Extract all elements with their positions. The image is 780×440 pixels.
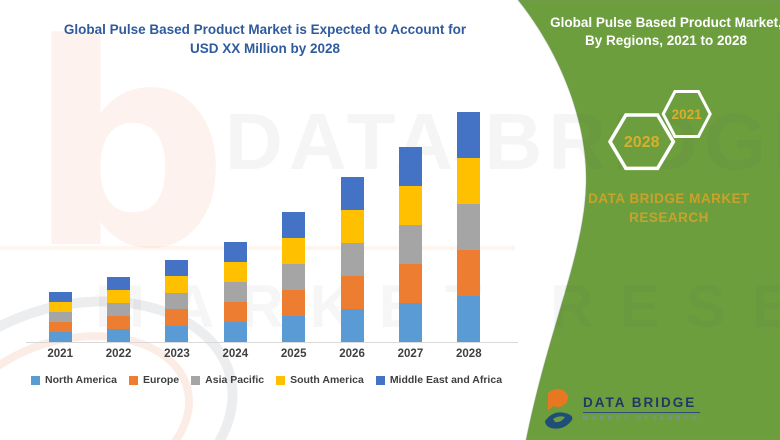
legend-swatch-icon	[276, 375, 286, 385]
panel-brand-caption: DATA BRIDGE MARKET RESEARCH	[588, 191, 750, 225]
bar-stack	[457, 112, 481, 342]
hexagon-2028-year: 2028	[624, 134, 660, 151]
chart-title-line2: USD XX Million by 2028	[189, 41, 341, 56]
chart-title-line1: Global Pulse Based Product Market is Exp…	[63, 22, 467, 37]
legend-swatch-icon	[128, 375, 138, 385]
legend-swatch-icon	[191, 375, 201, 385]
legend-label: Asia Pacific	[205, 374, 265, 386]
bar-segment-south-america	[398, 186, 422, 225]
bar-stack	[223, 242, 247, 342]
bar-segment-asia-pacific	[340, 243, 364, 276]
bar-segment-north-america	[48, 332, 72, 342]
logo-brand-name: DATA BRIDGE	[583, 395, 701, 413]
bar-segment-asia-pacific	[107, 303, 131, 316]
x-axis-label: 2027	[397, 348, 424, 360]
bar-segment-middle-east-and-africa	[165, 259, 189, 276]
bar-segment-north-america	[457, 296, 481, 342]
bar-segment-south-america	[48, 302, 72, 312]
bar-segment-middle-east-and-africa	[48, 292, 72, 302]
bar-stack	[107, 277, 131, 342]
bar-segment-south-america	[282, 238, 306, 264]
bar-segment-asia-pacific	[165, 292, 189, 309]
bar-stack	[282, 212, 306, 342]
legend-item-south-america: South America	[276, 374, 364, 386]
bar-segment-south-america	[223, 262, 247, 282]
bar-column-2027: 2027	[381, 102, 439, 360]
bar-segment-middle-east-and-africa	[223, 242, 247, 262]
bar-column-2024: 2024	[206, 102, 264, 360]
bar-column-2022: 2022	[89, 102, 147, 360]
legend-label: South America	[290, 374, 364, 386]
legend-item-north-america: North America	[31, 374, 117, 386]
logo-tagline: MARKET RESEARCH	[583, 415, 701, 422]
bar-segment-europe	[398, 264, 422, 303]
legend-swatch-icon	[31, 375, 40, 385]
bar-segment-north-america	[282, 316, 306, 342]
bar-stack	[340, 177, 364, 342]
bar-segment-europe	[165, 309, 189, 326]
hexagon-2021-icon	[661, 90, 712, 138]
legend-item-europe: Europe	[128, 374, 180, 386]
hexagon-2021-year: 2021	[672, 107, 703, 122]
bar-segment-south-america	[457, 158, 481, 204]
bar-column-2026: 2026	[323, 102, 381, 360]
x-axis-label: 2023	[164, 348, 190, 360]
bar-stack	[398, 147, 422, 342]
bar-segment-europe	[457, 250, 481, 296]
bar-segment-middle-east-and-africa	[282, 212, 306, 238]
bar-segment-north-america	[107, 329, 131, 342]
bar-segment-middle-east-and-africa	[107, 277, 131, 290]
chart-legend: North America Europe Asia Pacific South Ame…	[31, 374, 521, 386]
legend-item-asia-pacific: Asia Pacific	[191, 374, 264, 386]
legend-label: Middle East and Africa	[389, 374, 503, 386]
bar-stack	[165, 259, 189, 342]
legend-swatch-icon	[375, 375, 385, 385]
bar-segment-south-america	[340, 210, 364, 243]
bar-segment-middle-east-and-africa	[457, 112, 481, 158]
bar-column-2028: 2028	[440, 102, 498, 360]
x-axis-label: 2021	[47, 348, 73, 360]
logo-text-block: DATA BRIDGE MARKET RESEARCH	[583, 386, 701, 422]
data-bridge-b-icon	[545, 388, 573, 429]
bar-segment-europe	[107, 316, 131, 329]
hexagon-2028-icon	[607, 113, 676, 171]
bar-column-2021: 2021	[31, 102, 89, 360]
bar-stack	[48, 292, 72, 342]
bar-segment-europe	[340, 276, 364, 309]
bar-segment-north-america	[165, 325, 189, 342]
bar-segment-asia-pacific	[223, 282, 247, 302]
bar-segment-europe	[223, 302, 247, 322]
bar-segment-north-america	[223, 322, 247, 342]
stacked-bar-chart: 2021 2022 2023 2024 2025 2026 2027 2028	[31, 102, 498, 360]
bar-segment-north-america	[340, 309, 364, 342]
x-axis-label: 2026	[339, 348, 365, 360]
x-axis-label: 2028	[456, 348, 482, 360]
bar-segment-asia-pacific	[282, 264, 306, 290]
bar-segment-south-america	[107, 290, 131, 303]
bar-segment-middle-east-and-africa	[340, 177, 364, 210]
bar-column-2023: 2023	[148, 102, 206, 360]
bar-segment-asia-pacific	[398, 225, 422, 264]
chart-title: Global Pulse Based Product Market is Exp…	[30, 20, 500, 58]
legend-label: Europe	[142, 374, 180, 386]
legend-label: North America	[45, 374, 117, 386]
legend-item-middle-east-and-africa: Middle East and Africa	[375, 374, 503, 386]
x-axis-line	[26, 342, 518, 343]
bar-column-2025: 2025	[265, 102, 323, 360]
bar-segment-north-america	[398, 303, 422, 342]
bar-segment-europe	[282, 290, 306, 316]
bar-segment-middle-east-and-africa	[398, 147, 422, 186]
bar-segment-south-america	[165, 276, 189, 293]
panel-title: Global Pulse Based Product Market, By Re…	[550, 15, 780, 48]
bar-segment-asia-pacific	[457, 204, 481, 250]
x-axis-label: 2025	[280, 348, 307, 360]
x-axis-label: 2024	[222, 348, 249, 360]
data-bridge-logo: DATA BRIDGE MARKET RESEARCH	[543, 386, 701, 432]
x-axis-label: 2022	[105, 348, 132, 360]
bar-segment-europe	[48, 322, 72, 332]
bar-segment-asia-pacific	[48, 312, 72, 322]
year-hexagons: 2021 2028	[607, 90, 712, 171]
